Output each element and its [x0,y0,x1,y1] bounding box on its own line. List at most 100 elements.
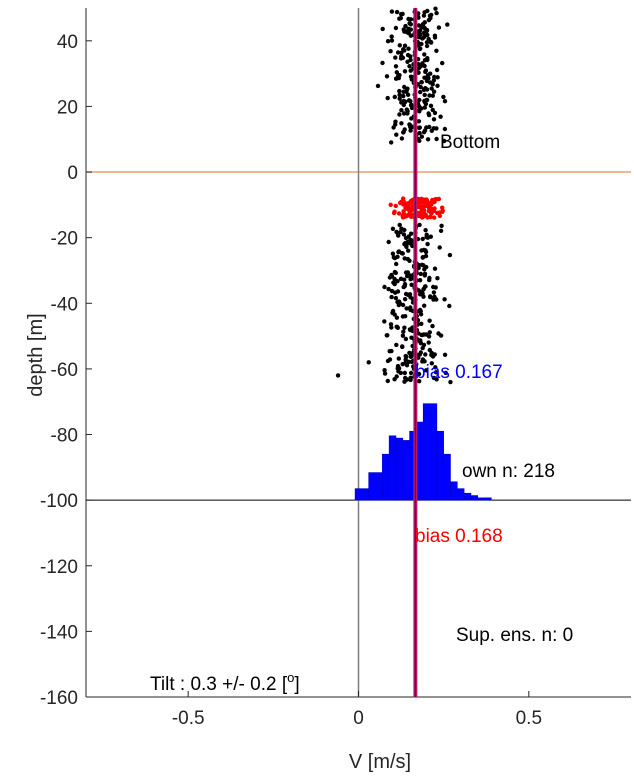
y-tick-label: -80 [51,426,78,447]
scatter-point [417,97,422,103]
scatter-point [402,69,408,74]
scatter-point [433,365,438,370]
scatter-point [389,34,394,39]
scatter-point [407,122,413,128]
scatter-point [440,205,445,210]
scatter-point [421,342,427,348]
scatter-point [417,379,422,384]
scatter-point [382,371,388,376]
scatter-point [389,38,395,43]
scatter-point [431,78,437,83]
scatter-point [427,13,433,18]
scatter-point [401,93,406,99]
scatter-point [402,282,408,287]
scatter-point [419,321,424,326]
scatter-point [408,214,414,219]
scatter-point [422,273,427,278]
scatter-point [385,95,390,101]
scatter-point [433,285,438,290]
scatter-point [424,27,430,33]
scatter-point [393,203,398,209]
scatter-point [397,16,402,21]
scatter-point [431,89,437,94]
scatter-point [431,126,436,131]
y-tick-label: 0 [67,163,78,184]
scatter-point [426,17,432,23]
scatter-point [417,307,423,313]
scatter-point [382,319,387,324]
scatter-point [435,210,440,216]
scatter-point [435,83,440,89]
scatter-point [390,251,396,256]
scatter-point [403,336,409,342]
y-axis-ticks: 40 20 0 -20 -40 -60 -80 -100 -120 -140 -160 [40,32,92,709]
scatter-point [422,92,427,98]
scatter-point [430,197,435,203]
scatter-point [428,294,433,300]
bias-top-label: bias 0.167 [415,362,503,383]
scatter-point [388,202,393,207]
scatter-point [401,232,407,237]
scatter-point [402,84,407,90]
scatter-point [420,236,425,242]
histogram-bar [422,403,438,501]
scatter-point [447,252,453,258]
scatter-point [422,63,427,69]
scatter-point [430,82,435,87]
scatter-point [402,370,407,376]
scatter-point [399,108,404,113]
scatter-point [431,375,437,381]
scatter-point [417,338,422,343]
scatter-point [419,262,425,267]
y-tick-label: -140 [40,622,78,643]
scatter-point [404,377,410,382]
scatter-point [422,99,427,105]
scatter-point [400,302,406,308]
scatter-point [398,276,404,281]
scatter-point [402,214,407,219]
scatter-point [429,361,434,366]
scatter-point [398,229,403,235]
scatter-point [392,255,398,261]
scatter-point [396,233,401,238]
scatter-point [393,64,399,69]
scatter-point [425,57,430,63]
tilt-bracket: ] [294,674,299,695]
scatter-point [421,197,427,202]
scatter-point [416,119,422,124]
scatter-point [402,242,407,247]
scatter-point [387,349,392,354]
histogram-bar [477,497,492,501]
scatter-point [442,99,448,104]
scatter-point [445,22,450,27]
scatter-point [397,222,402,228]
scatter-point [408,237,413,243]
scatter-point [443,370,448,376]
scatter-point [402,227,407,233]
scatter-point [384,74,390,79]
scatter-point [420,255,426,260]
scatter-point [442,352,448,357]
scatter-point [366,360,371,365]
scatter-point [408,327,413,333]
scatter-point [408,99,413,104]
scatter-point [427,347,432,353]
histogram-bar [395,437,404,501]
scatter-point [437,245,442,250]
scatter-point [418,89,423,95]
scatter-point [394,70,399,75]
scatter-point [385,378,390,384]
scatter-point [406,16,411,22]
scatter-point [433,6,438,11]
scatter-point [436,196,442,202]
scatter-point [400,333,406,338]
scatter-point [402,43,408,48]
scatter-point [422,105,427,110]
scatter-point [422,52,427,57]
scatter-point [392,281,397,287]
scatter-point [423,352,428,357]
scatter-point [397,88,402,94]
scatter-point [389,294,394,300]
scatter-point [408,103,414,108]
